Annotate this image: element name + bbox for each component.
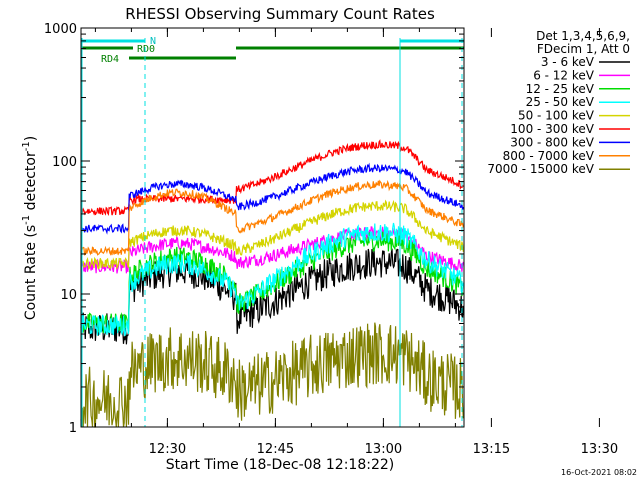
legend-entry-label: 300 - 800 keV (510, 135, 594, 149)
y-tick-label: 10 (60, 288, 77, 303)
chart-title: RHESSI Observing Summary Count Rates (125, 5, 435, 23)
legend-entry-label: 3 - 6 keV (541, 55, 595, 69)
legend-entry-label: 12 - 25 keV (526, 82, 595, 96)
y-tick-label: 100 (52, 155, 77, 170)
y-axis-ticks: 1 10 100 1000 (44, 22, 464, 436)
y-axis-label-part: Count Rate (s (23, 225, 39, 320)
y-axis-label-sup: -1 (21, 141, 32, 151)
x-tick-label: 13:00 (365, 442, 402, 457)
x-tick-label: 13:30 (581, 442, 618, 457)
rd4-label: RD4 (101, 54, 119, 65)
rd0-label: RD0 (137, 44, 155, 55)
y-tick-label: 1000 (44, 22, 77, 37)
y-axis-label: Count Rate (s-1 detector-1) (21, 136, 39, 320)
legend-entry-label: 7000 - 15000 keV (487, 162, 594, 176)
legend-header-line: Det 1,3,4,5,6,9, (536, 29, 630, 43)
y-tick-label: 1 (69, 421, 77, 436)
legend-entry-label: 50 - 100 keV (518, 109, 595, 123)
x-tick-label: 12:30 (149, 442, 186, 457)
legend-entry-label: 25 - 50 keV (526, 95, 595, 109)
legend: Det 1,3,4,5,6,9, FDecim 1, Att 0 3 - 6 k… (487, 29, 630, 176)
plot-frame (80, 27, 465, 428)
x-tick-label: 13:15 (473, 442, 510, 457)
legend-entry-label: 800 - 7000 keV (503, 149, 595, 163)
y-axis-label-part: ) (23, 136, 39, 141)
legend-header-line: FDecim 1, Att 0 (537, 42, 630, 56)
y-axis-label-sup: -1 (21, 215, 32, 225)
footer-timestamp: 16-Oct-2021 08:02 (561, 468, 637, 477)
attenuator-label: N (150, 36, 156, 47)
legend-entry-label: 6 - 12 keV (533, 68, 595, 82)
legend-entry-label: 100 - 300 keV (510, 122, 594, 136)
y-axis-label-part: detector (23, 151, 39, 215)
x-tick-label: 12:45 (257, 442, 294, 457)
x-axis-label: Start Time (18-Dec-08 12:18:22) (166, 457, 394, 473)
